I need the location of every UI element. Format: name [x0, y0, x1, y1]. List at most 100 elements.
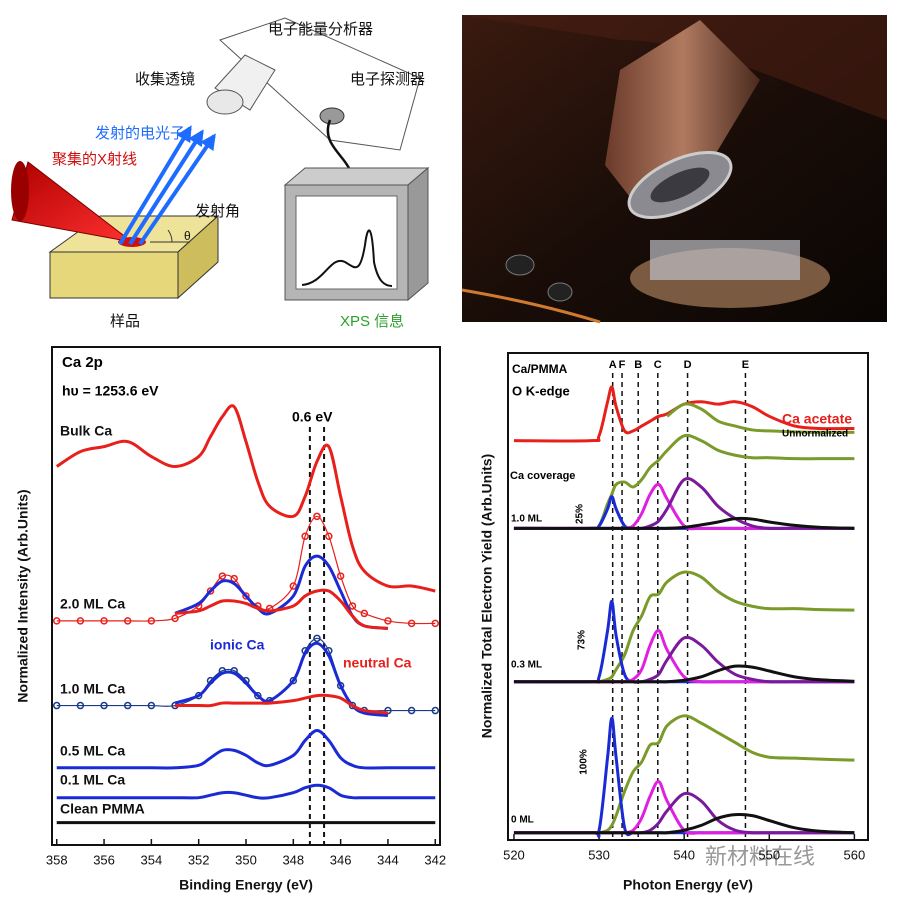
diagram-label: XPS 信息: [340, 313, 404, 330]
data-point: [289, 676, 298, 685]
data-point: [100, 617, 108, 625]
diagram-label: 收集透镜: [135, 70, 195, 88]
annotation: hυ = 1253.6 eV: [62, 383, 159, 399]
x-tick-label: 352: [188, 852, 210, 867]
annotation: 100%: [579, 749, 590, 775]
series-line: [56, 515, 436, 625]
x-tick-label: 560: [844, 847, 866, 862]
series-line: [513, 664, 855, 684]
x-tick-label: 344: [377, 852, 399, 867]
x-tick-label: 346: [330, 852, 352, 867]
data-point: [76, 617, 85, 625]
series-line: [56, 728, 436, 770]
y-axis-label: Normalized Intensity (Arb.Units): [15, 489, 31, 702]
data-point: [289, 582, 298, 590]
data-point: [431, 619, 440, 628]
data-point: [123, 701, 132, 710]
annotation: 0 ML: [511, 815, 534, 826]
annotation: 0.3 ML: [511, 660, 542, 671]
chart: 520 530 540 550 560 Photon Energy (eV) Normali…: [479, 352, 869, 893]
series-line: [666, 402, 855, 434]
data-point: [230, 574, 238, 583]
x-tick-label: 540: [673, 847, 695, 862]
photo: [461, 15, 887, 324]
peak-label: F: [619, 359, 626, 371]
data-point: [336, 572, 345, 580]
x-tick-label: 520: [503, 847, 525, 862]
diagram-label: 发射角: [195, 203, 240, 220]
data-point: [407, 619, 416, 628]
annotation: 1.0 ML: [511, 514, 542, 525]
data-point: [206, 587, 215, 595]
series-line: [175, 693, 389, 715]
data-point: [76, 701, 85, 710]
series-label: Ca acetate: [782, 411, 852, 427]
series-label: 0.5 ML Ca: [60, 743, 125, 759]
peak-label: A: [609, 359, 617, 371]
diagram-label: 发射的电光子: [95, 125, 185, 142]
y-axis-label: Normalized Total Electron Yield (Arb.Uni…: [479, 454, 495, 738]
peak-label: D: [684, 359, 692, 371]
series-label: 1.0 ML Ca: [60, 681, 125, 697]
data-point: [384, 706, 392, 715]
annotation: 73%: [577, 630, 588, 650]
peak-label: C: [654, 359, 662, 371]
x-tick-label: 354: [141, 852, 163, 867]
series-label: 2.0 ML Ca: [60, 596, 125, 612]
diagram-label: 聚集的X射线: [52, 151, 137, 168]
annotation: Ca/PMMA: [512, 362, 568, 376]
data-point: [431, 706, 440, 715]
x-axis-label: Binding Energy (eV): [179, 877, 313, 893]
series-line: [56, 783, 436, 800]
peak-label: B: [634, 359, 642, 371]
series-line: [174, 554, 389, 630]
x-tick-label: 350: [235, 852, 257, 867]
data-point: [52, 617, 61, 625]
schematic: 电子能量分析器 收集透镜 电子探测器 发射的电光子 聚集的X射线 发射角 θ 样…: [11, 17, 430, 330]
data-point: [360, 609, 369, 618]
data-point: [313, 634, 321, 643]
data-point: [218, 572, 227, 580]
data-point: [384, 617, 392, 625]
chart: 358 356 354 352 350 348 346 344 342 Binding Energ…: [15, 346, 446, 893]
data-point: [147, 701, 156, 710]
annotation: Ca 2p: [62, 354, 103, 371]
x-tick-label: 530: [588, 847, 610, 862]
data-point: [171, 614, 179, 623]
data-point: [100, 701, 108, 710]
annotation: Unnormalized: [782, 429, 848, 440]
x-tick-label: 356: [93, 852, 115, 867]
annotation: 25%: [575, 504, 586, 524]
series-label: neutral Ca: [343, 655, 412, 671]
annotation: Ca coverage: [510, 470, 575, 482]
x-tick-label: 342: [424, 852, 446, 867]
data-point: [254, 691, 262, 700]
data-point: [301, 532, 309, 540]
series-label: 0.1 ML Ca: [60, 772, 125, 788]
data-point: [123, 617, 132, 625]
diagram-label: 样品: [110, 313, 140, 330]
data-point: [348, 602, 357, 610]
series-line: [513, 714, 855, 835]
data-point: [313, 512, 321, 521]
x-tick-label: 358: [46, 852, 68, 867]
series-line: [55, 404, 436, 593]
series-line: [174, 641, 389, 718]
peak-label: E: [742, 359, 749, 371]
series-line: [513, 813, 855, 835]
diagram-label: 电子探测器: [350, 71, 425, 88]
series-label: Bulk Ca: [60, 423, 112, 439]
x-tick-label: 348: [282, 852, 304, 867]
annotation: O K-edge: [512, 383, 570, 398]
annotation: 0.6 eV: [292, 409, 333, 425]
data-point: [52, 701, 61, 710]
diagram-label: 电子能量分析器: [268, 21, 373, 38]
data-point: [242, 592, 250, 600]
x-axis-label: Photon Energy (eV): [623, 877, 753, 893]
data-point: [147, 617, 156, 625]
data-point: [325, 532, 333, 540]
series-line: [513, 385, 855, 443]
series-label: Clean PMMA: [60, 801, 145, 817]
diagram-label: θ: [184, 229, 191, 243]
series-line: [513, 516, 855, 530]
